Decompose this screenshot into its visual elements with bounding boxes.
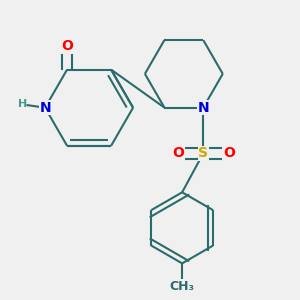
Text: H: H bbox=[18, 99, 27, 109]
Text: O: O bbox=[61, 39, 73, 53]
Text: O: O bbox=[223, 146, 235, 160]
Text: S: S bbox=[198, 146, 208, 160]
Text: N: N bbox=[197, 100, 209, 115]
Text: N: N bbox=[39, 101, 51, 115]
Text: CH₃: CH₃ bbox=[170, 280, 195, 293]
Text: O: O bbox=[172, 146, 184, 160]
